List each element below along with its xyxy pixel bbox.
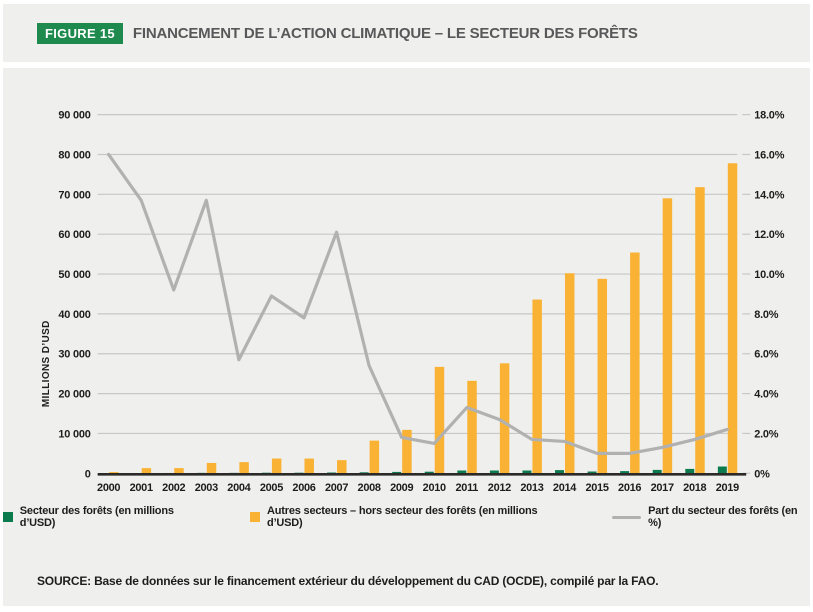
other-sectors-bar bbox=[402, 429, 412, 474]
figure-header: FIGURE 15 FINANCEMENT DE L’ACTION CLIMAT… bbox=[3, 4, 810, 62]
forest-bar bbox=[620, 471, 630, 474]
forest-bar bbox=[392, 471, 402, 474]
x-axis-year-label: 2007 bbox=[325, 482, 348, 494]
other-sectors-bar bbox=[630, 252, 640, 474]
other-sectors-bar bbox=[304, 458, 314, 474]
forest-bar bbox=[587, 471, 597, 474]
forest-bar bbox=[489, 470, 499, 474]
chart-legend: Secteur des forêts (en millions d’USD) A… bbox=[3, 505, 810, 529]
other-sectors-bar bbox=[206, 462, 217, 474]
other-sectors-swatch-icon bbox=[250, 512, 261, 522]
right-axis-tick-label: 4.0% bbox=[754, 389, 779, 401]
forest-bar bbox=[652, 469, 662, 474]
left-axis-tick-label: 40 000 bbox=[58, 309, 90, 321]
other-sectors-bar bbox=[467, 380, 477, 474]
x-axis-year-label: 2009 bbox=[390, 482, 413, 494]
x-axis-year-label: 2019 bbox=[716, 482, 739, 494]
header-divider bbox=[3, 62, 810, 68]
left-axis-title: MILLIONS D’USD bbox=[41, 320, 52, 407]
forest-bar bbox=[327, 472, 337, 474]
x-axis-year-label: 2000 bbox=[97, 482, 120, 494]
x-axis-year-label: 2010 bbox=[423, 482, 446, 494]
left-axis-tick-label: 50 000 bbox=[58, 269, 90, 281]
legend-item-other-sectors: Autres secteurs – hors secteur des forêt… bbox=[250, 505, 569, 529]
x-axis-year-label: 2005 bbox=[260, 482, 283, 494]
left-axis-tick-label: 0 bbox=[85, 468, 91, 480]
x-axis-year-label: 2011 bbox=[456, 482, 479, 494]
x-axis-year-label: 2013 bbox=[520, 482, 543, 494]
legend-label-forest: Secteur des forêts (en millions d’USD) bbox=[19, 505, 174, 529]
other-sectors-bar bbox=[532, 299, 542, 474]
forest-swatch-icon bbox=[3, 512, 13, 522]
left-axis-tick-label: 10 000 bbox=[58, 428, 90, 440]
forest-bar bbox=[359, 472, 369, 474]
forest-bar bbox=[424, 471, 434, 474]
share-line bbox=[107, 152, 729, 455]
chart-panel: 0 0% 10 000 2.0% 20 000 4.0% 30 000 6.0% 40 000 8… bbox=[3, 68, 810, 606]
left-axis-tick-label: 90 000 bbox=[58, 110, 90, 122]
other-sectors-bar bbox=[239, 462, 249, 474]
right-axis-tick-label: 14.0% bbox=[754, 189, 784, 201]
left-axis-tick-label: 20 000 bbox=[58, 389, 90, 401]
legend-label-other-sectors: Autres secteurs – hors secteur des forêt… bbox=[267, 505, 538, 529]
figure-number-badge: FIGURE 15 bbox=[37, 22, 123, 44]
source-text: SOURCE: Base de données sur le financeme… bbox=[37, 574, 659, 588]
other-sectors-bar bbox=[727, 163, 738, 474]
right-axis-tick-label: 18.0% bbox=[754, 110, 784, 122]
x-axis-year-label: 2018 bbox=[683, 482, 706, 494]
forest-bar bbox=[685, 468, 695, 474]
left-axis-tick-label: 60 000 bbox=[58, 229, 90, 241]
x-axis-year-label: 2015 bbox=[585, 482, 608, 494]
other-sectors-bar bbox=[597, 278, 608, 474]
figure-title: FINANCEMENT DE L’ACTION CLIMATIQUE – LE … bbox=[132, 24, 638, 42]
other-sectors-bar bbox=[434, 366, 445, 474]
share-line-sample-icon bbox=[611, 515, 642, 519]
right-axis-tick-label: 2.0% bbox=[754, 428, 779, 440]
x-axis-year-label: 2012 bbox=[488, 482, 511, 494]
other-sectors-bar bbox=[499, 363, 510, 474]
other-sectors-bar bbox=[695, 187, 705, 474]
left-axis-tick-label: 30 000 bbox=[58, 349, 90, 361]
legend-item-forest: Secteur des forêts (en millions d’USD) bbox=[3, 505, 208, 529]
other-sectors-bar bbox=[337, 460, 347, 474]
forest-bar bbox=[717, 466, 727, 474]
x-axis-year-label: 2004 bbox=[227, 482, 251, 494]
legend-label-share: Part du secteur des forêts (en %) bbox=[648, 505, 798, 529]
right-axis-tick-label: 8.0% bbox=[754, 309, 779, 321]
x-axis-year-label: 2014 bbox=[553, 482, 577, 494]
right-axis-tick-label: 16.0% bbox=[754, 149, 784, 161]
climate-finance-chart: 0 0% 10 000 2.0% 20 000 4.0% 30 000 6.0% 40 000 8… bbox=[41, 110, 785, 495]
x-axis-year-label: 2001 bbox=[130, 482, 153, 494]
other-sectors-bar bbox=[174, 468, 184, 474]
right-axis-tick-label: 12.0% bbox=[754, 229, 784, 241]
other-sectors-bar bbox=[271, 458, 282, 474]
other-sectors-bar bbox=[662, 198, 673, 474]
x-axis-year-label: 2008 bbox=[358, 482, 381, 494]
x-axis-year-label: 2002 bbox=[162, 482, 185, 494]
forest-bar bbox=[522, 470, 532, 474]
x-axis-year-label: 2017 bbox=[651, 482, 674, 494]
x-axis-year-label: 2006 bbox=[292, 482, 315, 494]
x-axis-year-label: 2003 bbox=[195, 482, 218, 494]
other-sectors-bar bbox=[369, 440, 380, 474]
forest-bar bbox=[457, 470, 467, 474]
left-axis-tick-label: 70 000 bbox=[58, 189, 90, 201]
other-sectors-bar bbox=[564, 273, 575, 474]
right-axis-tick-label: 0% bbox=[754, 468, 770, 480]
forest-bar bbox=[555, 470, 564, 474]
x-axis-year-label: 2016 bbox=[618, 482, 641, 494]
left-axis-tick-label: 80 000 bbox=[58, 149, 90, 161]
other-sectors-bar bbox=[141, 468, 152, 474]
right-axis-tick-label: 6.0% bbox=[754, 349, 779, 361]
other-sectors-bar bbox=[109, 472, 119, 474]
right-axis-tick-label: 10.0% bbox=[754, 269, 784, 281]
legend-item-share: Part du secteur des forêts (en %) bbox=[611, 505, 810, 529]
